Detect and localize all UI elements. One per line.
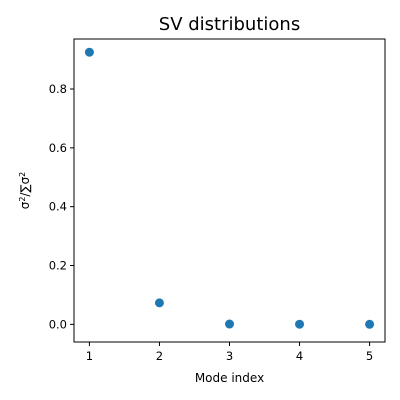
y-tick-label: 0.0 xyxy=(49,317,67,331)
data-point xyxy=(84,47,94,57)
y-axis-label-sup1: 2 xyxy=(18,197,27,202)
x-tick-label: 3 xyxy=(226,349,233,363)
x-tick-label: 2 xyxy=(156,349,163,363)
y-tick-label: 0.4 xyxy=(49,200,67,214)
x-tick-label: 4 xyxy=(296,349,303,363)
ticks: 1 2 3 4 5 0.0 0.2 0.4 0.6 0.8 xyxy=(49,82,374,363)
y-tick-label: 0.2 xyxy=(49,259,67,273)
y-axis-label-sup2: 2 xyxy=(18,172,27,177)
x-tick-label: 1 xyxy=(86,349,93,363)
chart-title: SV distributions xyxy=(159,14,300,35)
data-point xyxy=(154,298,164,308)
y-tick-label: 0.6 xyxy=(49,141,67,155)
points xyxy=(84,47,375,329)
data-point xyxy=(225,319,234,329)
plot-frame xyxy=(73,38,386,343)
data-point xyxy=(365,319,375,329)
y-tick-label: 0.8 xyxy=(49,82,67,96)
x-axis-label: Mode index xyxy=(195,371,264,385)
y-axis-label: σ2/∑σ2 xyxy=(18,172,33,210)
x-tick-label: 5 xyxy=(366,349,373,363)
data-point xyxy=(295,319,305,329)
